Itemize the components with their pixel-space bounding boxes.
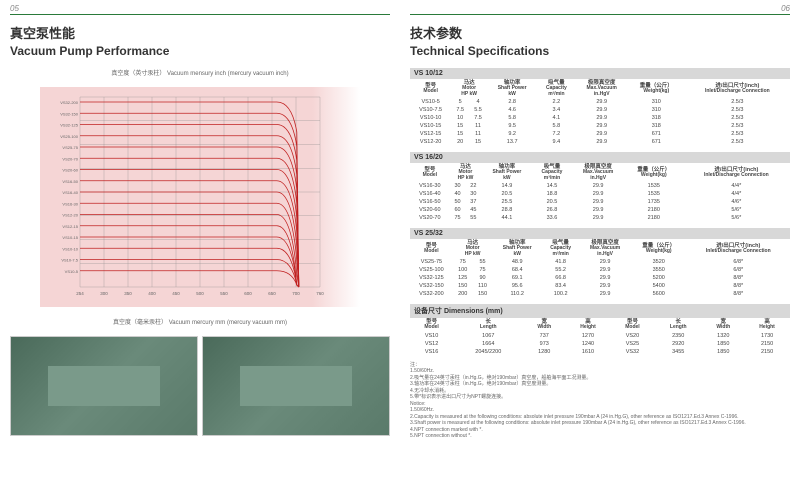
spec-table: 型号Model 马达MotorHP kW 轴功率Shaft PowerkW 吸气… [410,239,790,298]
table-row: VS32-15015011095.683.429.954008/8* [410,282,790,290]
table-row: VS162045/220012801610VS32345518502150 [410,348,790,356]
page-num-left: 05 [10,4,19,13]
table-row: VS10-5542.82.229.93102.5/3 [410,98,790,106]
svg-text:VS25-100: VS25-100 [60,134,79,139]
svg-text:650: 650 [268,291,276,296]
group-header: VS 10/12 [410,68,790,79]
left-title-en: Vacuum Pump Performance [10,44,390,58]
svg-text:600: 600 [244,291,252,296]
svg-text:254: 254 [76,291,84,296]
svg-text:VS32-150: VS32-150 [60,111,79,116]
svg-text:300: 300 [100,291,108,296]
svg-text:VS10-5: VS10-5 [65,269,79,274]
chart-title-bottom: 真空度（毫米汞柱） Vacuum mercury mm (mercury vac… [10,317,390,326]
svg-text:VS20-60: VS20-60 [62,168,78,173]
table-row: VS10-7.57.55.54.63.429.93102.5/3 [410,106,790,114]
spec-table: 型号Model 马达MotorHP kW 轴功率Shaft PowerkW 吸气… [410,79,790,146]
table-row: VS1010677371270VS20235013201730 [410,332,790,340]
svg-text:760: 760 [316,291,324,296]
group-header: VS 16/20 [410,152,790,163]
svg-text:VS10-7.5: VS10-7.5 [61,258,78,263]
table-row: VS16-50503725.520.529.917354/6* [410,198,790,206]
svg-text:VS10-10: VS10-10 [62,246,78,251]
chart-title-top: 真空度（英寸汞柱） Vacuum mensury inch (mercury v… [10,68,390,77]
svg-text:VS25-75: VS25-75 [62,145,78,150]
svg-text:550: 550 [220,291,228,296]
dims-table: 型号Model 长Length 宽Width 高Height型号Model 长L… [410,318,790,356]
svg-text:VS12-15: VS12-15 [62,224,78,229]
table-row: VS25-1001007568.455.229.935506/8* [410,266,790,274]
svg-text:VS32-200: VS32-200 [60,100,79,105]
svg-text:VS12-20: VS12-20 [62,213,78,218]
product-photo-2: SULLAIR [202,336,390,436]
svg-text:VS20-70: VS20-70 [62,156,78,161]
page-num-right: 06 [781,4,790,13]
svg-text:500: 500 [196,291,204,296]
table-row: VS20-70755544.133.629.921805/6* [410,214,790,222]
performance-chart: VS32-200 VS32-150 VS32-125 VS25-100 VS25-75 V… [40,87,360,307]
svg-text:VS32-125: VS32-125 [60,123,79,128]
spec-table: 型号Model 马达MotorHP kW 轴功率Shaft PowerkW 吸气… [410,163,790,222]
group-header: VS 25/32 [410,228,790,239]
table-row: VS1216649731240VS25292018502150 [410,340,790,348]
svg-text:VS16-40: VS16-40 [62,190,78,195]
svg-text:700: 700 [292,291,300,296]
right-title-en: Technical Specifications [410,44,790,58]
table-row: VS32-200200150110.2100.229.956008/8* [410,290,790,298]
footnotes: 注：1.50/60Hz.2.吸气量在24英寸汞柱（in.Hg.G，绝对190mb… [410,362,790,440]
svg-text:VS10-15: VS10-15 [62,235,78,240]
svg-text:VS16-30: VS16-30 [62,201,78,206]
table-row: VS32-1251259069.166.829.952008/8* [410,274,790,282]
divider [10,14,390,15]
right-title-cn: 技术参数 [410,23,790,42]
divider [410,14,790,15]
table-row: VS12-1515119.27.229.96712.5/3 [410,130,790,138]
dims-header: 设备尺寸 Dimensions (mm) [410,304,790,318]
svg-text:350: 350 [124,291,132,296]
product-photo-1: VS-32 VSD [10,336,198,436]
table-row: VS16-30302214.914.529.915354/4* [410,182,790,190]
table-row: VS25-75755548.941.829.935206/8* [410,258,790,266]
table-row: VS10-10107.55.84.129.93182.5/3 [410,114,790,122]
left-title-cn: 真空泵性能 [10,23,390,42]
svg-text:450: 450 [172,291,180,296]
table-row: VS12-20201513.79.429.96712.5/3 [410,138,790,146]
table-row: VS20-60604528.826.829.921805/6* [410,206,790,214]
table-row: VS16-40403020.518.829.915354/4* [410,190,790,198]
table-row: VS10-1515119.55.829.93182.5/3 [410,122,790,130]
svg-text:VS16-50: VS16-50 [62,179,78,184]
svg-text:400: 400 [148,291,156,296]
